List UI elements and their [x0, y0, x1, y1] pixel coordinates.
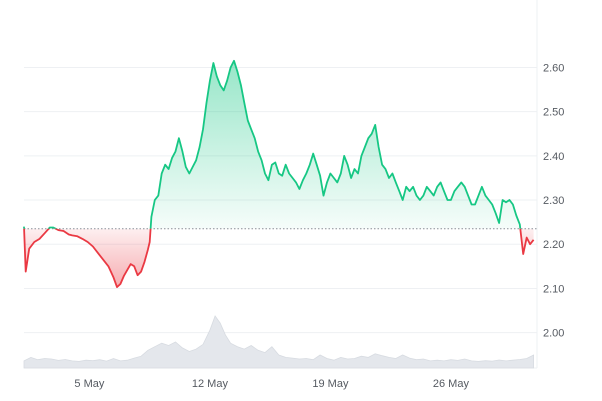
- y-tick-label-0: 2.00: [543, 328, 564, 340]
- volume-area: [23, 315, 535, 369]
- x-tick-label-0: 5 May: [74, 378, 104, 390]
- area-below-baseline: [24, 228, 534, 288]
- y-tick-label-1: 2.10: [543, 283, 564, 295]
- price-line-up: [23, 59, 522, 229]
- y-tick-label-4: 2.40: [543, 151, 564, 163]
- y-tick-label-2: 2.20: [543, 239, 564, 251]
- x-tick-label-1: 12 May: [192, 378, 229, 390]
- y-tick-label-6: 2.60: [543, 62, 564, 74]
- x-axis-ticks: 5 May 12 May 19 May 26 May: [74, 378, 469, 390]
- y-axis-ticks: 2.00 2.10 2.20 2.30 2.40 2.50 2.60: [543, 62, 564, 339]
- x-tick-label-3: 26 May: [433, 378, 470, 390]
- price-line: [23, 59, 535, 288]
- price-area-fill: [24, 60, 534, 288]
- x-tick-label-2: 19 May: [312, 378, 349, 390]
- y-tick-label-3: 2.30: [543, 195, 564, 207]
- volume-shape: [23, 315, 535, 369]
- area-above-baseline: [24, 60, 521, 229]
- price-line-down: [23, 228, 535, 288]
- y-tick-label-5: 2.50: [543, 107, 564, 119]
